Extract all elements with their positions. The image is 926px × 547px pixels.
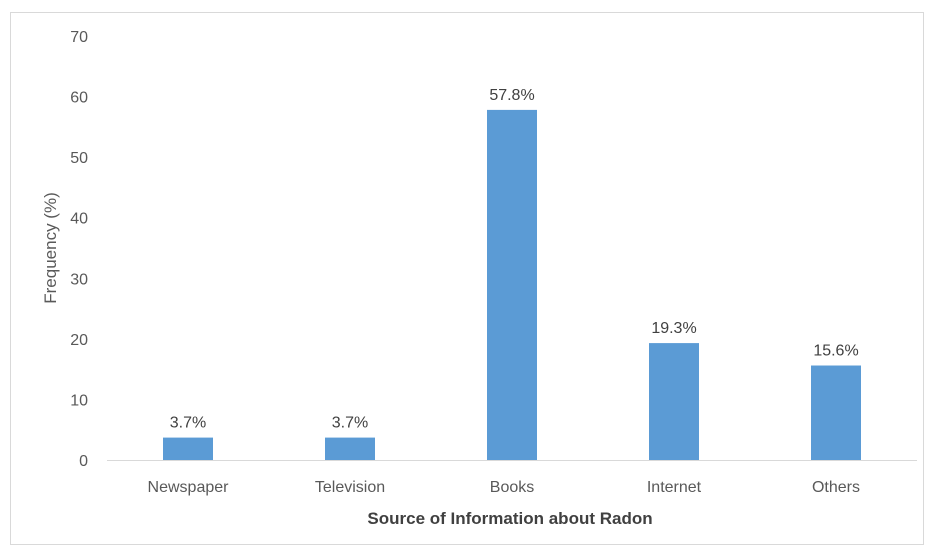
bar-data-label: 3.7% [332, 415, 368, 432]
chart-frame [10, 12, 924, 545]
x-category-label: Television [315, 479, 385, 496]
bar [649, 343, 699, 460]
bar-data-label: 19.3% [651, 320, 696, 337]
y-axis-ticks: 0 10 20 30 40 50 60 70 [70, 29, 88, 470]
x-category-label: Books [490, 479, 534, 496]
bar-data-label: 57.8% [489, 87, 534, 104]
x-category-label: Others [812, 479, 860, 496]
x-axis-categories: Newspaper Television Books Internet Others [148, 479, 860, 496]
bar-data-label: 15.6% [813, 343, 858, 360]
y-tick-label: 20 [70, 332, 88, 349]
x-category-label: Newspaper [148, 479, 230, 496]
bar [163, 437, 213, 460]
y-tick-label: 50 [70, 150, 88, 167]
x-category-label: Internet [647, 479, 702, 496]
bar [811, 365, 861, 460]
bar-data-label: 3.7% [170, 415, 206, 432]
bars [163, 109, 861, 460]
y-tick-label: 0 [79, 453, 88, 470]
bar [487, 109, 537, 460]
x-axis-title: Source of Information about Radon [367, 509, 652, 528]
y-tick-label: 10 [70, 392, 88, 409]
y-tick-label: 70 [70, 29, 88, 46]
y-tick-label: 60 [70, 90, 88, 107]
y-tick-label: 30 [70, 271, 88, 288]
y-tick-label: 40 [70, 211, 88, 228]
y-axis-title: Frequency (%) [41, 192, 60, 303]
data-labels: 3.7% 3.7% 57.8% 19.3% 15.6% [170, 87, 859, 432]
bar [325, 437, 375, 460]
